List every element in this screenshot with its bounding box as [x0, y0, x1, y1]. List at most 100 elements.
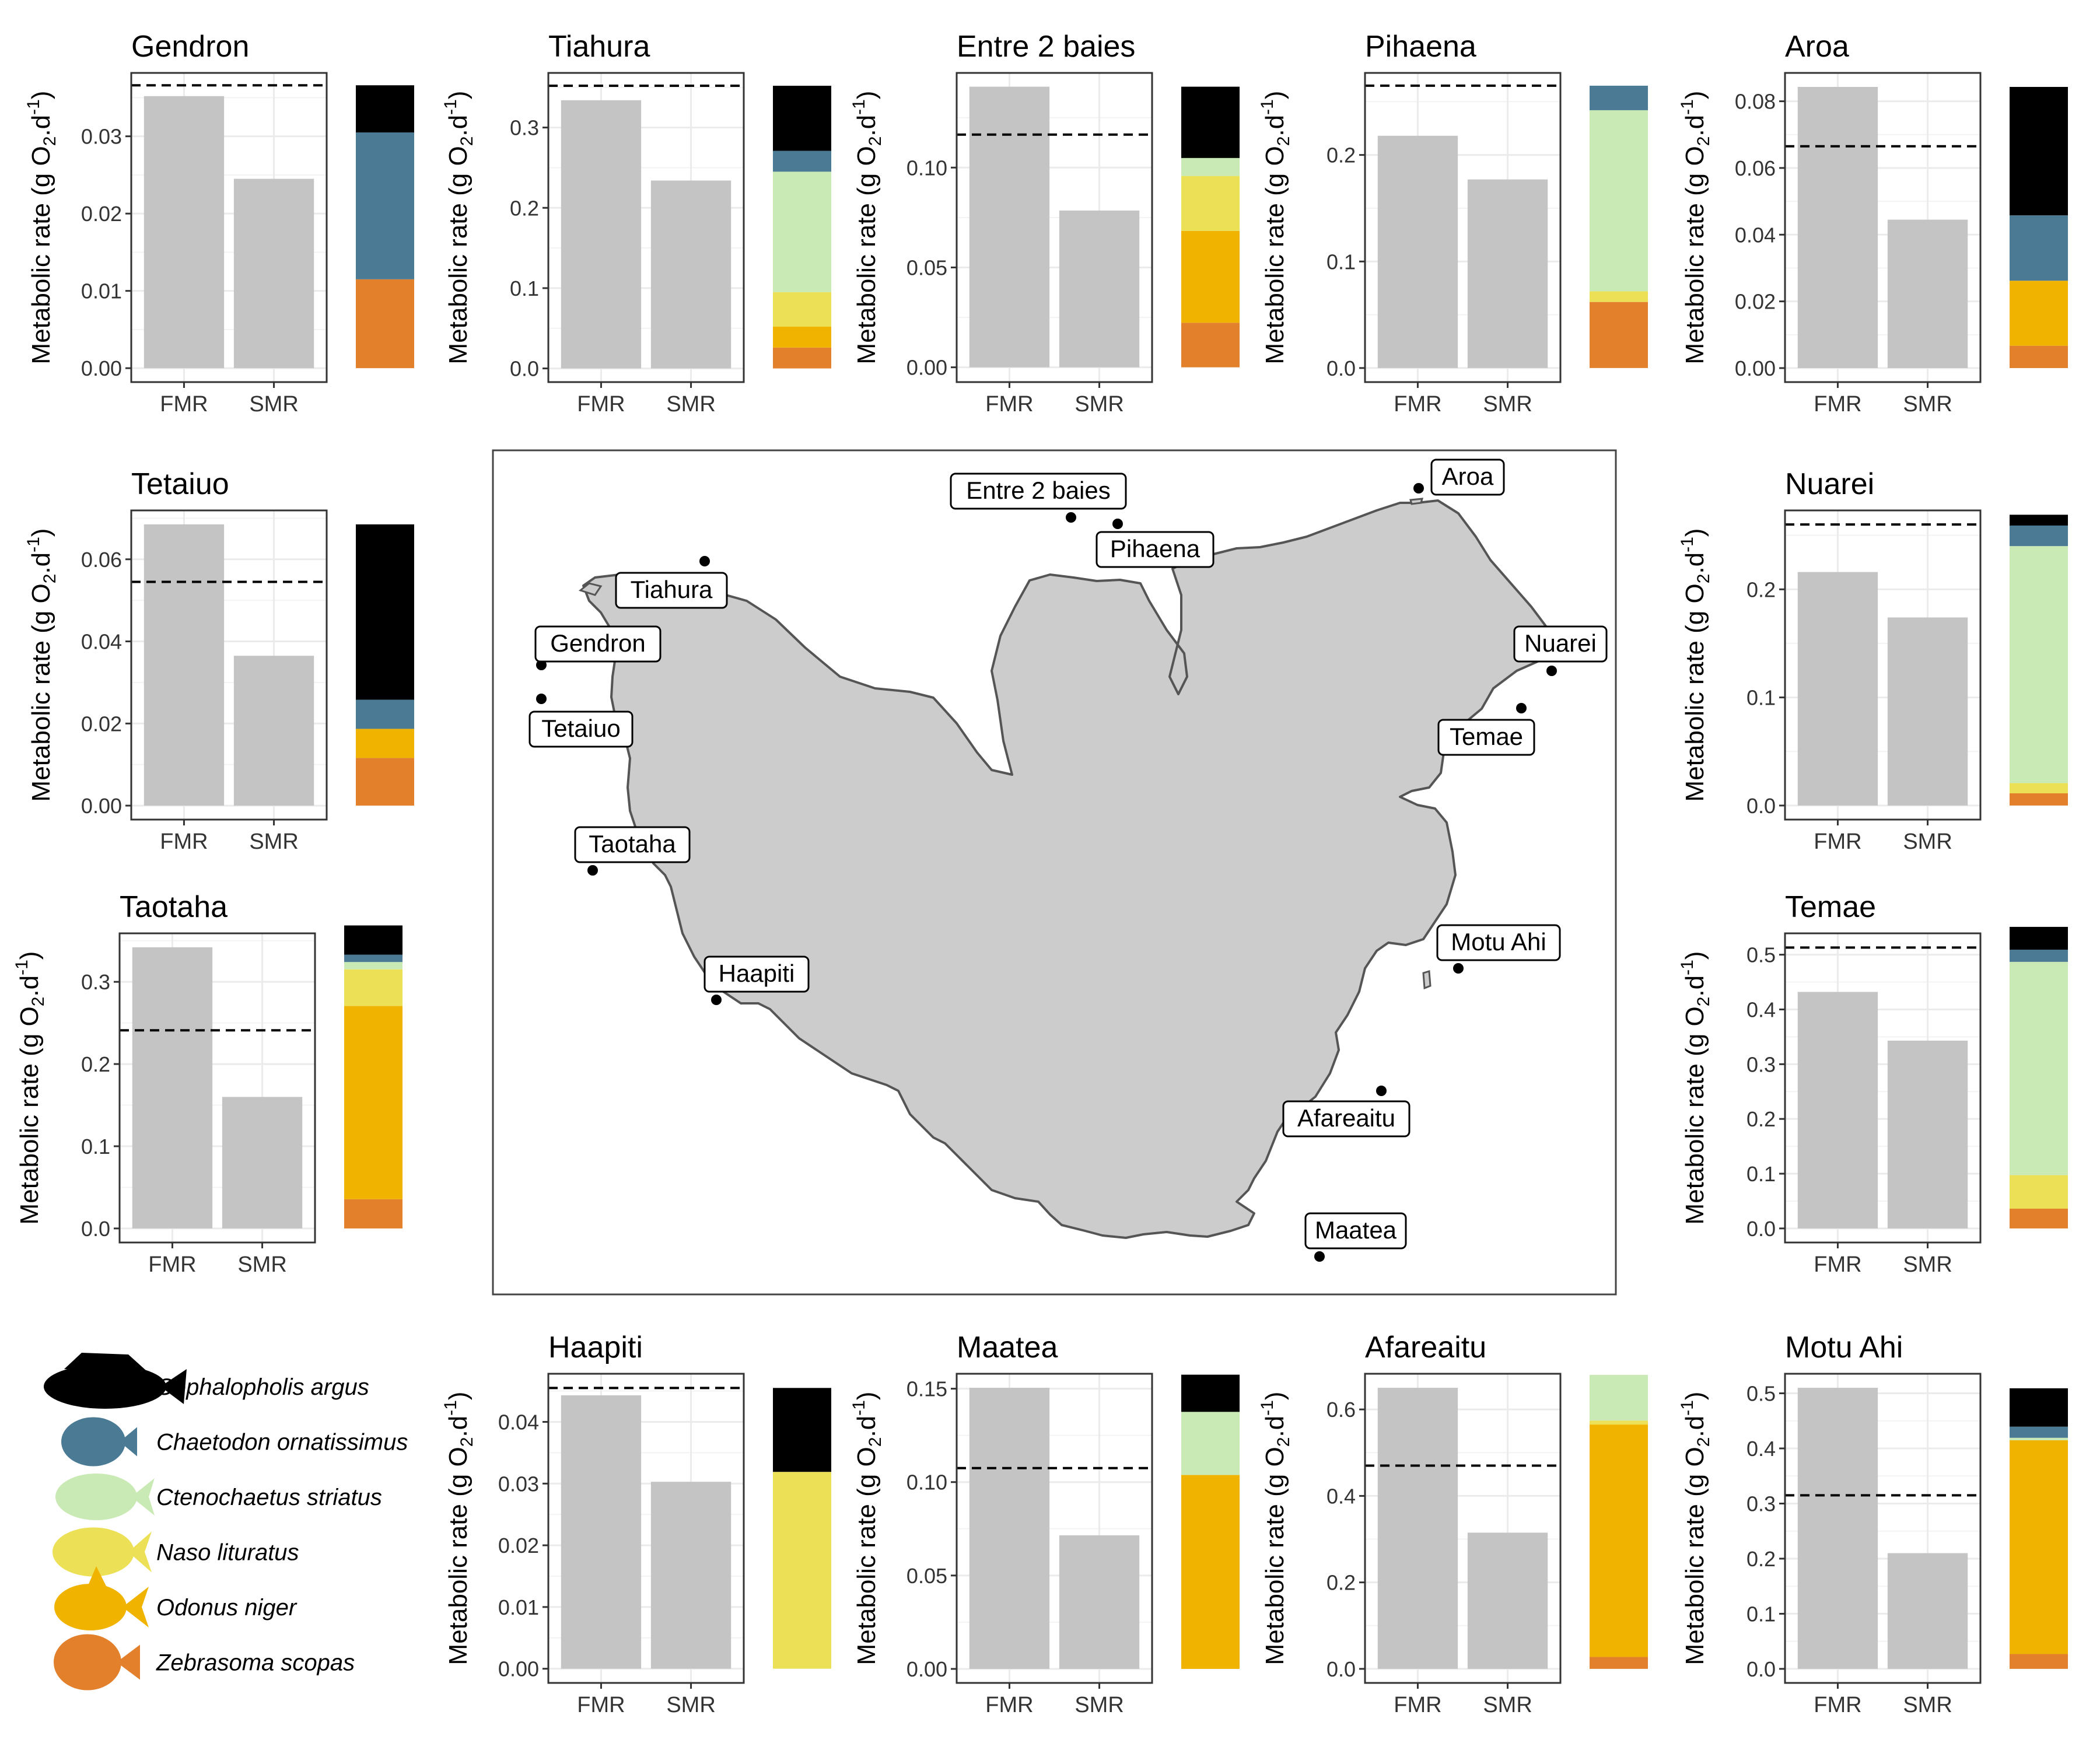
stack-segment-chaetodon-ornatissimus: [2010, 950, 2068, 962]
y-tick-label: 0.1: [1746, 1162, 1776, 1186]
surgeonfish-tail: [131, 1478, 155, 1516]
y-axis-label: Metabolic rate (g O2.d-1): [1678, 951, 1713, 1225]
plot-frame: [547, 72, 745, 383]
panel-pihaena: Pihaena 0.0 0.1 0.2 FMR SMR Metabolic rate (g …: [1258, 30, 1648, 416]
y-tick-label: 0.2: [1746, 1547, 1776, 1571]
site-label-box: [528, 710, 634, 748]
stack-segment-cephalopholis-argus: [356, 524, 414, 700]
label-part: ): [27, 528, 55, 537]
y-tick-label: 0.05: [907, 1564, 947, 1588]
label-part: Metabolic rate (g O: [1681, 1447, 1709, 1665]
plot-frame: [547, 1373, 745, 1684]
legend-item: Ctenochaetus striatus: [55, 1474, 382, 1520]
y-tick-label: 0.00: [907, 356, 947, 380]
y-tick-label: 0.06: [81, 548, 122, 572]
label-subscript: 2: [1274, 1437, 1293, 1447]
tang-tail: [117, 1644, 140, 1680]
stack-segment-chaetodon-ornatissimus: [344, 954, 402, 963]
site-label: Temae: [1450, 723, 1523, 750]
bar-smr: [233, 178, 314, 369]
y-tick-label: 0.01: [498, 1595, 539, 1619]
x-tick-label: FMR: [148, 1252, 196, 1277]
label-part: Metabolic rate (g O: [852, 1447, 881, 1665]
y-tick-label: 0.5: [1746, 1382, 1776, 1406]
stack-segment-naso-lituratus: [773, 1472, 831, 1669]
stack-segment-zebrasoma-scopas: [356, 758, 414, 806]
panel-nuarei: Nuarei 0.0 0.1 0.2 FMR SMR Metabolic rate (g O…: [1678, 467, 2068, 854]
label-part: ): [27, 91, 55, 100]
site-label: Nuarei: [1524, 629, 1597, 657]
legend-item: Naso lituratus: [52, 1527, 299, 1577]
map-panel: Entre 2 baies Aroa Pihaena Tiahura Gendron Te…: [492, 449, 1617, 1296]
y-axis-label: Metabolic rate (g O2.d-1): [12, 951, 48, 1225]
stack-segment-cephalopholis-argus: [344, 925, 402, 955]
stack-segment-odonus-niger: [1590, 1424, 1648, 1657]
label-subscript: 2: [1694, 997, 1713, 1007]
site-label-box: [1096, 531, 1214, 568]
stack-segment-zebrasoma-scopas: [1590, 302, 1648, 368]
bar-smr: [1467, 179, 1548, 368]
panel-title: Haapiti: [548, 1331, 643, 1364]
label-superscript: -1: [24, 537, 43, 552]
label-part: ): [444, 91, 473, 100]
bar-smr: [1887, 1553, 1968, 1669]
legend-label: Ctenochaetus striatus: [156, 1485, 382, 1510]
stack-segment-zebrasoma-scopas: [344, 1199, 402, 1228]
bar-fmr: [1797, 572, 1878, 806]
stack-segment-naso-lituratus: [2010, 1175, 2068, 1209]
stack-segment-zebrasoma-scopas: [2010, 1208, 2068, 1228]
legend-label: Zebrasoma scopas: [156, 1650, 355, 1676]
x-tick-label: SMR: [1903, 830, 1952, 854]
panel-tiahura: Tiahura 0.0 0.1 0.2 0.3 FMR SMR Metabolic rate …: [441, 30, 831, 416]
plot-frame: [1784, 72, 1982, 383]
legend-item: Chaetodon ornatissimus: [61, 1417, 408, 1466]
site-dot: [1066, 512, 1076, 523]
panel-title: Tiahura: [548, 30, 650, 64]
label-part: .d: [27, 115, 55, 136]
panel-title: Tetaiuo: [131, 467, 229, 501]
y-tick-label: 0.1: [1326, 250, 1356, 274]
panel-title: Entre 2 baies: [957, 30, 1135, 64]
bar-smr: [1887, 1040, 1968, 1228]
plot-frame: [956, 1373, 1153, 1684]
triggerfish-tail: [123, 1587, 149, 1628]
y-tick-label: 0.4: [1746, 1437, 1776, 1461]
triggerfish-fin: [88, 1566, 108, 1590]
site-dot: [1516, 703, 1527, 713]
x-tick-label: FMR: [1394, 392, 1441, 416]
bar-smr: [1887, 617, 1968, 806]
stack-segment-chaetodon-ornatissimus: [2010, 215, 2068, 281]
panel-entre-2-baies: Entre 2 baies 0.00 0.05 0.10 FMR SMR Metabolic…: [849, 30, 1240, 416]
legend-item: Zebrasoma scopas: [54, 1634, 355, 1690]
bar-smr: [222, 1097, 303, 1228]
label-subscript: 2: [40, 574, 60, 584]
y-tick-label: 0.03: [498, 1472, 539, 1496]
panel-maatea: Maatea 0.00 0.05 0.10 0.15 FMR SMR Metabolic ra…: [849, 1331, 1240, 1717]
panel-haapiti: Haapiti 0.00 0.01 0.02 0.03 0.04 FMR SMR Metabol…: [441, 1331, 831, 1717]
map-site-pihaena: Pihaena: [1096, 519, 1214, 568]
grouper-fin: [64, 1353, 146, 1370]
legend-label: Odonus niger: [156, 1595, 298, 1620]
label-part: ): [15, 951, 44, 960]
label-part: Metabolic rate (g O: [27, 583, 55, 802]
y-tick-label: 0.0: [1746, 1657, 1776, 1681]
label-part: .d: [852, 115, 881, 136]
site-dot: [1453, 963, 1464, 974]
y-tick-label: 0.00: [81, 794, 122, 818]
label-part: .d: [1681, 115, 1709, 136]
x-tick-label: SMR: [1903, 1252, 1952, 1277]
label-subscript: 2: [457, 136, 477, 146]
label-superscript: -1: [441, 99, 460, 115]
x-tick-label: FMR: [577, 1693, 625, 1717]
bar-smr: [1059, 1535, 1140, 1669]
label-part: .d: [1681, 1416, 1709, 1437]
x-tick-label: SMR: [1903, 392, 1952, 416]
label-superscript: -1: [1678, 537, 1697, 552]
label-subscript: 2: [1694, 574, 1713, 584]
y-tick-label: 0.00: [498, 1657, 539, 1681]
x-tick-label: SMR: [1074, 392, 1124, 416]
label-superscript: -1: [1258, 1400, 1277, 1416]
y-tick-label: 0.2: [1326, 1571, 1356, 1595]
label-part: Metabolic rate (g O: [1681, 146, 1709, 364]
